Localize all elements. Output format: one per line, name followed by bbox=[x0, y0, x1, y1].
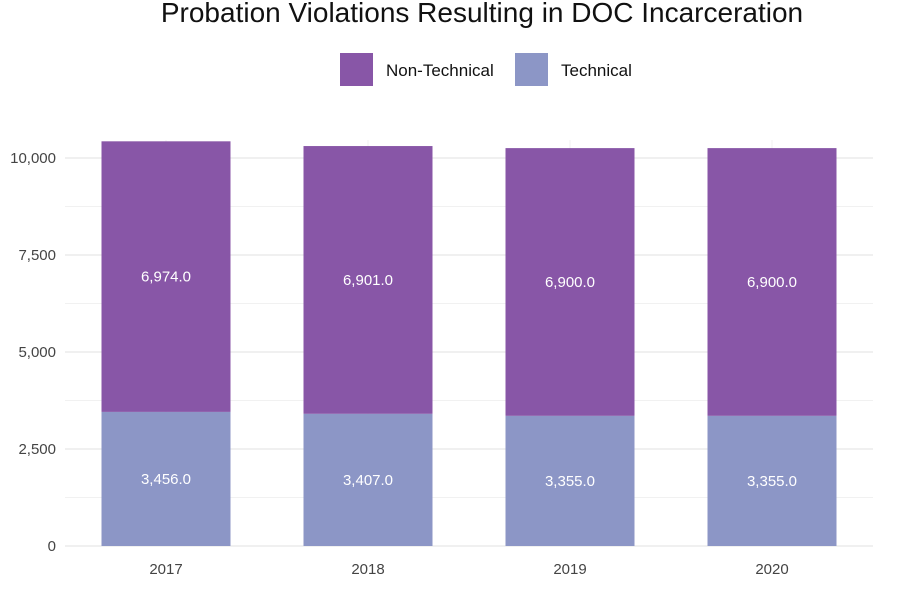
legend-swatch-technical bbox=[515, 53, 548, 86]
data-label-technical-2017: 3,456.0 bbox=[141, 471, 191, 488]
bar-technical-2019 bbox=[505, 415, 635, 546]
legend-swatch-non-technical bbox=[340, 53, 373, 86]
bar-non-technical-2018 bbox=[303, 146, 433, 414]
y-tick-label: 0 bbox=[48, 538, 56, 555]
bar-non-technical-2020 bbox=[707, 148, 837, 416]
data-label-non-technical-2018: 6,901.0 bbox=[343, 272, 393, 289]
legend: Non-Technical Technical bbox=[340, 53, 632, 86]
y-tick-label: 10,000 bbox=[10, 150, 56, 167]
y-tick-label: 7,500 bbox=[18, 247, 56, 264]
data-label-non-technical-2019: 6,900.0 bbox=[545, 274, 595, 291]
bar-technical-2020 bbox=[707, 415, 837, 546]
data-label-technical-2020: 3,355.0 bbox=[747, 473, 797, 490]
bar-non-technical-2017 bbox=[101, 141, 231, 412]
data-label-technical-2019: 3,355.0 bbox=[545, 473, 595, 490]
legend-label-technical: Technical bbox=[561, 61, 632, 80]
bars bbox=[101, 141, 837, 546]
x-tick-label: 2017 bbox=[149, 561, 182, 578]
chart-title: Probation Violations Resulting in DOC In… bbox=[161, 0, 803, 28]
data-label-non-technical-2020: 6,900.0 bbox=[747, 274, 797, 291]
data-label-technical-2018: 3,407.0 bbox=[343, 472, 393, 489]
data-label-non-technical-2017: 6,974.0 bbox=[141, 269, 191, 286]
bar-technical-2017 bbox=[101, 411, 231, 546]
y-tick-label: 2,500 bbox=[18, 441, 56, 458]
x-tick-label: 2020 bbox=[755, 561, 788, 578]
bar-labels: 3,456.0 6,974.0 3,407.0 6,901.0 3,355.0 6,900… bbox=[141, 269, 797, 490]
x-axis: 2017 2018 2019 2020 bbox=[149, 561, 788, 578]
y-axis: 0 2,500 5,000 7,500 10,000 bbox=[10, 150, 56, 555]
bar-non-technical-2019 bbox=[505, 148, 635, 416]
bar-technical-2018 bbox=[303, 413, 433, 546]
x-tick-label: 2018 bbox=[351, 561, 384, 578]
legend-label-non-technical: Non-Technical bbox=[386, 61, 494, 80]
x-tick-label: 2019 bbox=[553, 561, 586, 578]
y-tick-label: 5,000 bbox=[18, 344, 56, 361]
